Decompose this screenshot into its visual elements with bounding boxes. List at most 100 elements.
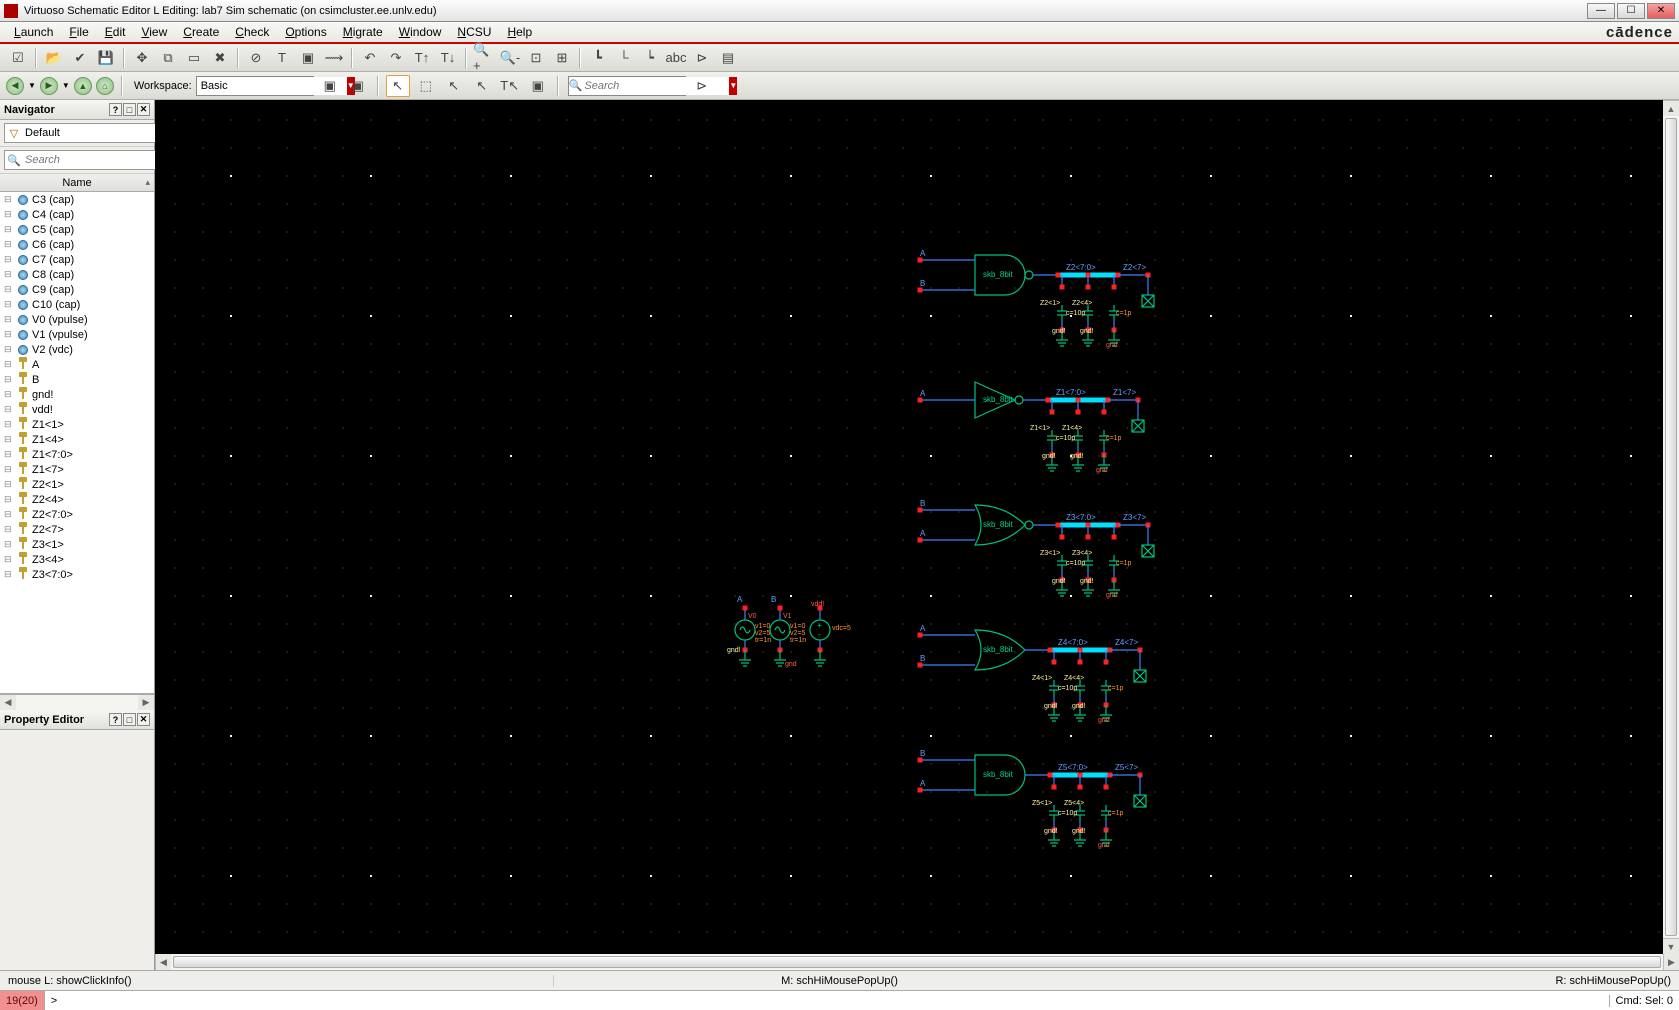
propedit-undock-icon[interactable]: □: [123, 713, 136, 726]
ws-load-button[interactable]: ▣: [346, 75, 370, 97]
propedit-close-icon[interactable]: ✕: [137, 713, 150, 726]
menu-ncsu[interactable]: NCSU: [449, 23, 499, 41]
save-verify-button[interactable]: ✔: [68, 47, 92, 69]
select-button[interactable]: ↖: [386, 75, 410, 97]
command-prompt[interactable]: >: [45, 995, 1609, 1007]
text-down-button[interactable]: T↓: [436, 47, 460, 69]
tree-item[interactable]: ⊟Z1<7>: [0, 462, 154, 477]
menu-options[interactable]: Options: [277, 23, 334, 41]
tree-item[interactable]: ⊟gnd!: [0, 387, 154, 402]
select-obj-button[interactable]: ▣: [526, 75, 550, 97]
tree-item[interactable]: ⊟V2 (vdc): [0, 342, 154, 357]
toolbar-search-dropdown-icon[interactable]: ▼: [729, 77, 737, 95]
tree-item[interactable]: ⊟Z3<4>: [0, 552, 154, 567]
tree-item[interactable]: ⊟C4 (cap): [0, 207, 154, 222]
menu-create[interactable]: Create: [175, 23, 227, 41]
tree-item[interactable]: ⊟A: [0, 357, 154, 372]
navigator-help-icon[interactable]: ?: [109, 103, 122, 116]
tree-item[interactable]: ⊟Z2<1>: [0, 477, 154, 492]
pin-button[interactable]: ⊳: [690, 47, 714, 69]
check-and-save-button[interactable]: ☑: [6, 47, 30, 69]
property-button[interactable]: T: [270, 47, 294, 69]
close-button[interactable]: ✕: [1647, 3, 1675, 19]
route-button[interactable]: ┗: [586, 47, 610, 69]
menu-help[interactable]: Help: [499, 23, 540, 41]
undo-button[interactable]: ⊘: [244, 47, 268, 69]
tree-item[interactable]: ⊟C10 (cap): [0, 297, 154, 312]
navigator-hscroll[interactable]: ◀▶: [0, 694, 154, 710]
minimize-button[interactable]: —: [1587, 3, 1615, 19]
tree-item[interactable]: ⊟C9 (cap): [0, 282, 154, 297]
tree-item[interactable]: ⊟V0 (vpulse): [0, 312, 154, 327]
tree-item[interactable]: ⊟Z2<7:0>: [0, 507, 154, 522]
open-button[interactable]: 📂: [42, 47, 66, 69]
menu-file[interactable]: File: [61, 23, 96, 41]
svg-text:c=1p: c=1p: [1108, 810, 1123, 817]
nav-up-button[interactable]: ▲: [74, 77, 92, 95]
delete-button[interactable]: ✖: [208, 47, 232, 69]
tree-item[interactable]: ⊟Z1<7:0>: [0, 447, 154, 462]
tree-item[interactable]: ⊟Z3<7:0>: [0, 567, 154, 582]
menu-check[interactable]: Check: [227, 23, 277, 41]
select-text-button[interactable]: T↖: [498, 75, 522, 97]
tree-item[interactable]: ⊟Z2<4>: [0, 492, 154, 507]
navigator-filter-input[interactable]: [23, 124, 169, 142]
sheet-button[interactable]: ▤: [716, 47, 740, 69]
tree-item[interactable]: ⊟Z2<7>: [0, 522, 154, 537]
tree-column-header[interactable]: Name ▴: [0, 174, 154, 192]
move-button[interactable]: ✥: [130, 47, 154, 69]
menu-edit[interactable]: Edit: [97, 23, 134, 41]
nav-back-button[interactable]: ◀: [6, 77, 24, 95]
tree-item[interactable]: ⊟Z3<1>: [0, 537, 154, 552]
navigator-search-input[interactable]: [23, 151, 170, 169]
zoom-in-button[interactable]: 🔍+: [472, 47, 496, 69]
navigator-tree[interactable]: ⊟C3 (cap)⊟C4 (cap)⊟C5 (cap)⊟C6 (cap)⊟C7 …: [0, 192, 154, 694]
label-button[interactable]: abc: [664, 47, 688, 69]
tree-item[interactable]: ⊟C7 (cap): [0, 252, 154, 267]
select-inst-button[interactable]: ↖: [442, 75, 466, 97]
tree-item[interactable]: ⊟C8 (cap): [0, 267, 154, 282]
navigator-undock-icon[interactable]: □: [123, 103, 136, 116]
redo-arrow-button[interactable]: ↷: [384, 47, 408, 69]
tree-item[interactable]: ⊟vdd!: [0, 402, 154, 417]
nav-home-button[interactable]: ⌂: [96, 77, 114, 95]
svg-text:A: A: [920, 389, 926, 398]
wire-button[interactable]: ⟿: [322, 47, 346, 69]
zoom-out-button[interactable]: 🔍-: [498, 47, 522, 69]
maximize-button[interactable]: ☐: [1617, 3, 1645, 19]
zoom-area-button[interactable]: ⊞: [550, 47, 574, 69]
status-right: R: schHiMousePopUp(): [1125, 975, 1679, 987]
tree-item[interactable]: ⊟B: [0, 372, 154, 387]
tree-item[interactable]: ⊟V1 (vpulse): [0, 327, 154, 342]
select-all-button[interactable]: ⬚: [414, 75, 438, 97]
navigator-close-icon[interactable]: ✕: [137, 103, 150, 116]
tree-item[interactable]: ⊟Z1<4>: [0, 432, 154, 447]
zoom-fit-button[interactable]: ⊡: [524, 47, 548, 69]
instance-button[interactable]: ▣: [296, 47, 320, 69]
ws-save-button[interactable]: ▣: [318, 75, 342, 97]
text-up-button[interactable]: T↑: [410, 47, 434, 69]
schematic-canvas[interactable]: ABskb_8bitZ2<7:0>Z2<7>Z2<1>Z2<4>c=10pc=1…: [155, 100, 1679, 970]
save-button[interactable]: 💾: [94, 47, 118, 69]
wire-wide-button[interactable]: ┕: [638, 47, 662, 69]
tree-item[interactable]: ⊟C3 (cap): [0, 192, 154, 207]
menu-window[interactable]: Window: [391, 23, 450, 41]
menu-view[interactable]: View: [133, 23, 175, 41]
menu-launch[interactable]: Launch: [6, 23, 61, 41]
canvas-vscroll[interactable]: ▲▼: [1663, 100, 1679, 954]
wire-narrow-button[interactable]: └: [612, 47, 636, 69]
menu-migrate[interactable]: Migrate: [335, 23, 391, 41]
canvas-hscroll[interactable]: ◀▶: [155, 954, 1679, 970]
tree-item[interactable]: ⊟Z1<1>: [0, 417, 154, 432]
undo-arrow-button[interactable]: ↶: [358, 47, 382, 69]
tree-item[interactable]: ⊟C6 (cap): [0, 237, 154, 252]
select-wire-button[interactable]: ↖: [470, 75, 494, 97]
tree-item[interactable]: ⊟C5 (cap): [0, 222, 154, 237]
nav-fwd-button[interactable]: ▶: [40, 77, 58, 95]
propedit-help-icon[interactable]: ?: [109, 713, 122, 726]
stretch-button[interactable]: ▭: [182, 47, 206, 69]
workspace-combo[interactable]: ▼: [196, 76, 314, 96]
toolbar-search[interactable]: 🔍 ▼: [568, 76, 686, 96]
search-go-button[interactable]: ⊳: [690, 75, 714, 97]
copy-button[interactable]: ⧉: [156, 47, 180, 69]
